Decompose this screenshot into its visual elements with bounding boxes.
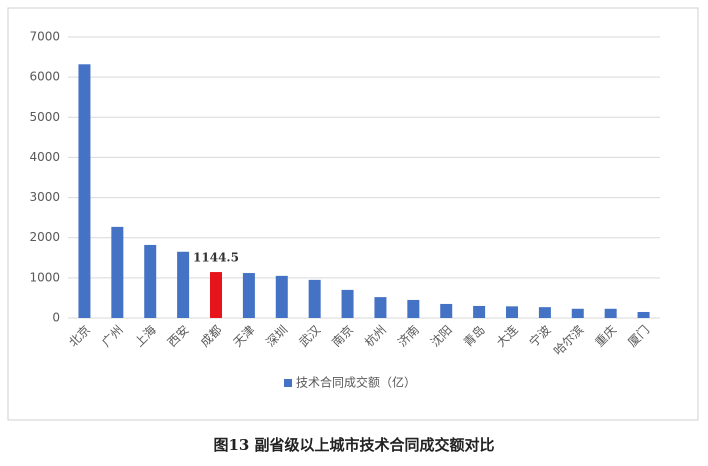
bar — [473, 305, 486, 318]
bar — [538, 307, 551, 318]
bar — [308, 279, 321, 318]
bar — [407, 299, 420, 318]
legend-swatch — [284, 379, 292, 387]
bar — [78, 64, 91, 318]
y-tick-label: 7000 — [29, 30, 60, 44]
bar — [111, 226, 124, 318]
bar — [604, 308, 617, 318]
bar — [374, 297, 387, 318]
bar — [242, 273, 255, 318]
bar — [341, 289, 354, 318]
bar — [275, 275, 288, 318]
bar — [506, 306, 518, 318]
y-tick-label: 4000 — [29, 150, 60, 164]
bar — [177, 251, 190, 318]
y-tick-label: 5000 — [29, 110, 60, 124]
bar — [637, 311, 650, 318]
caption: 图13 副省级以上城市技术合同成交额对比 — [213, 436, 494, 454]
y-tick-label: 2000 — [29, 230, 60, 244]
bar — [144, 244, 157, 318]
bar — [571, 308, 584, 318]
y-tick-label: 3000 — [29, 190, 60, 204]
bar — [440, 303, 453, 318]
y-tick-label: 0 — [52, 311, 60, 325]
chart-frame — [7, 7, 699, 421]
legend-label: 技术合同成交额（亿） — [296, 375, 416, 390]
y-tick-label: 1000 — [29, 270, 60, 284]
y-tick-label: 6000 — [29, 70, 60, 84]
bar — [210, 272, 222, 318]
data-label: 1144.5 — [193, 251, 239, 265]
